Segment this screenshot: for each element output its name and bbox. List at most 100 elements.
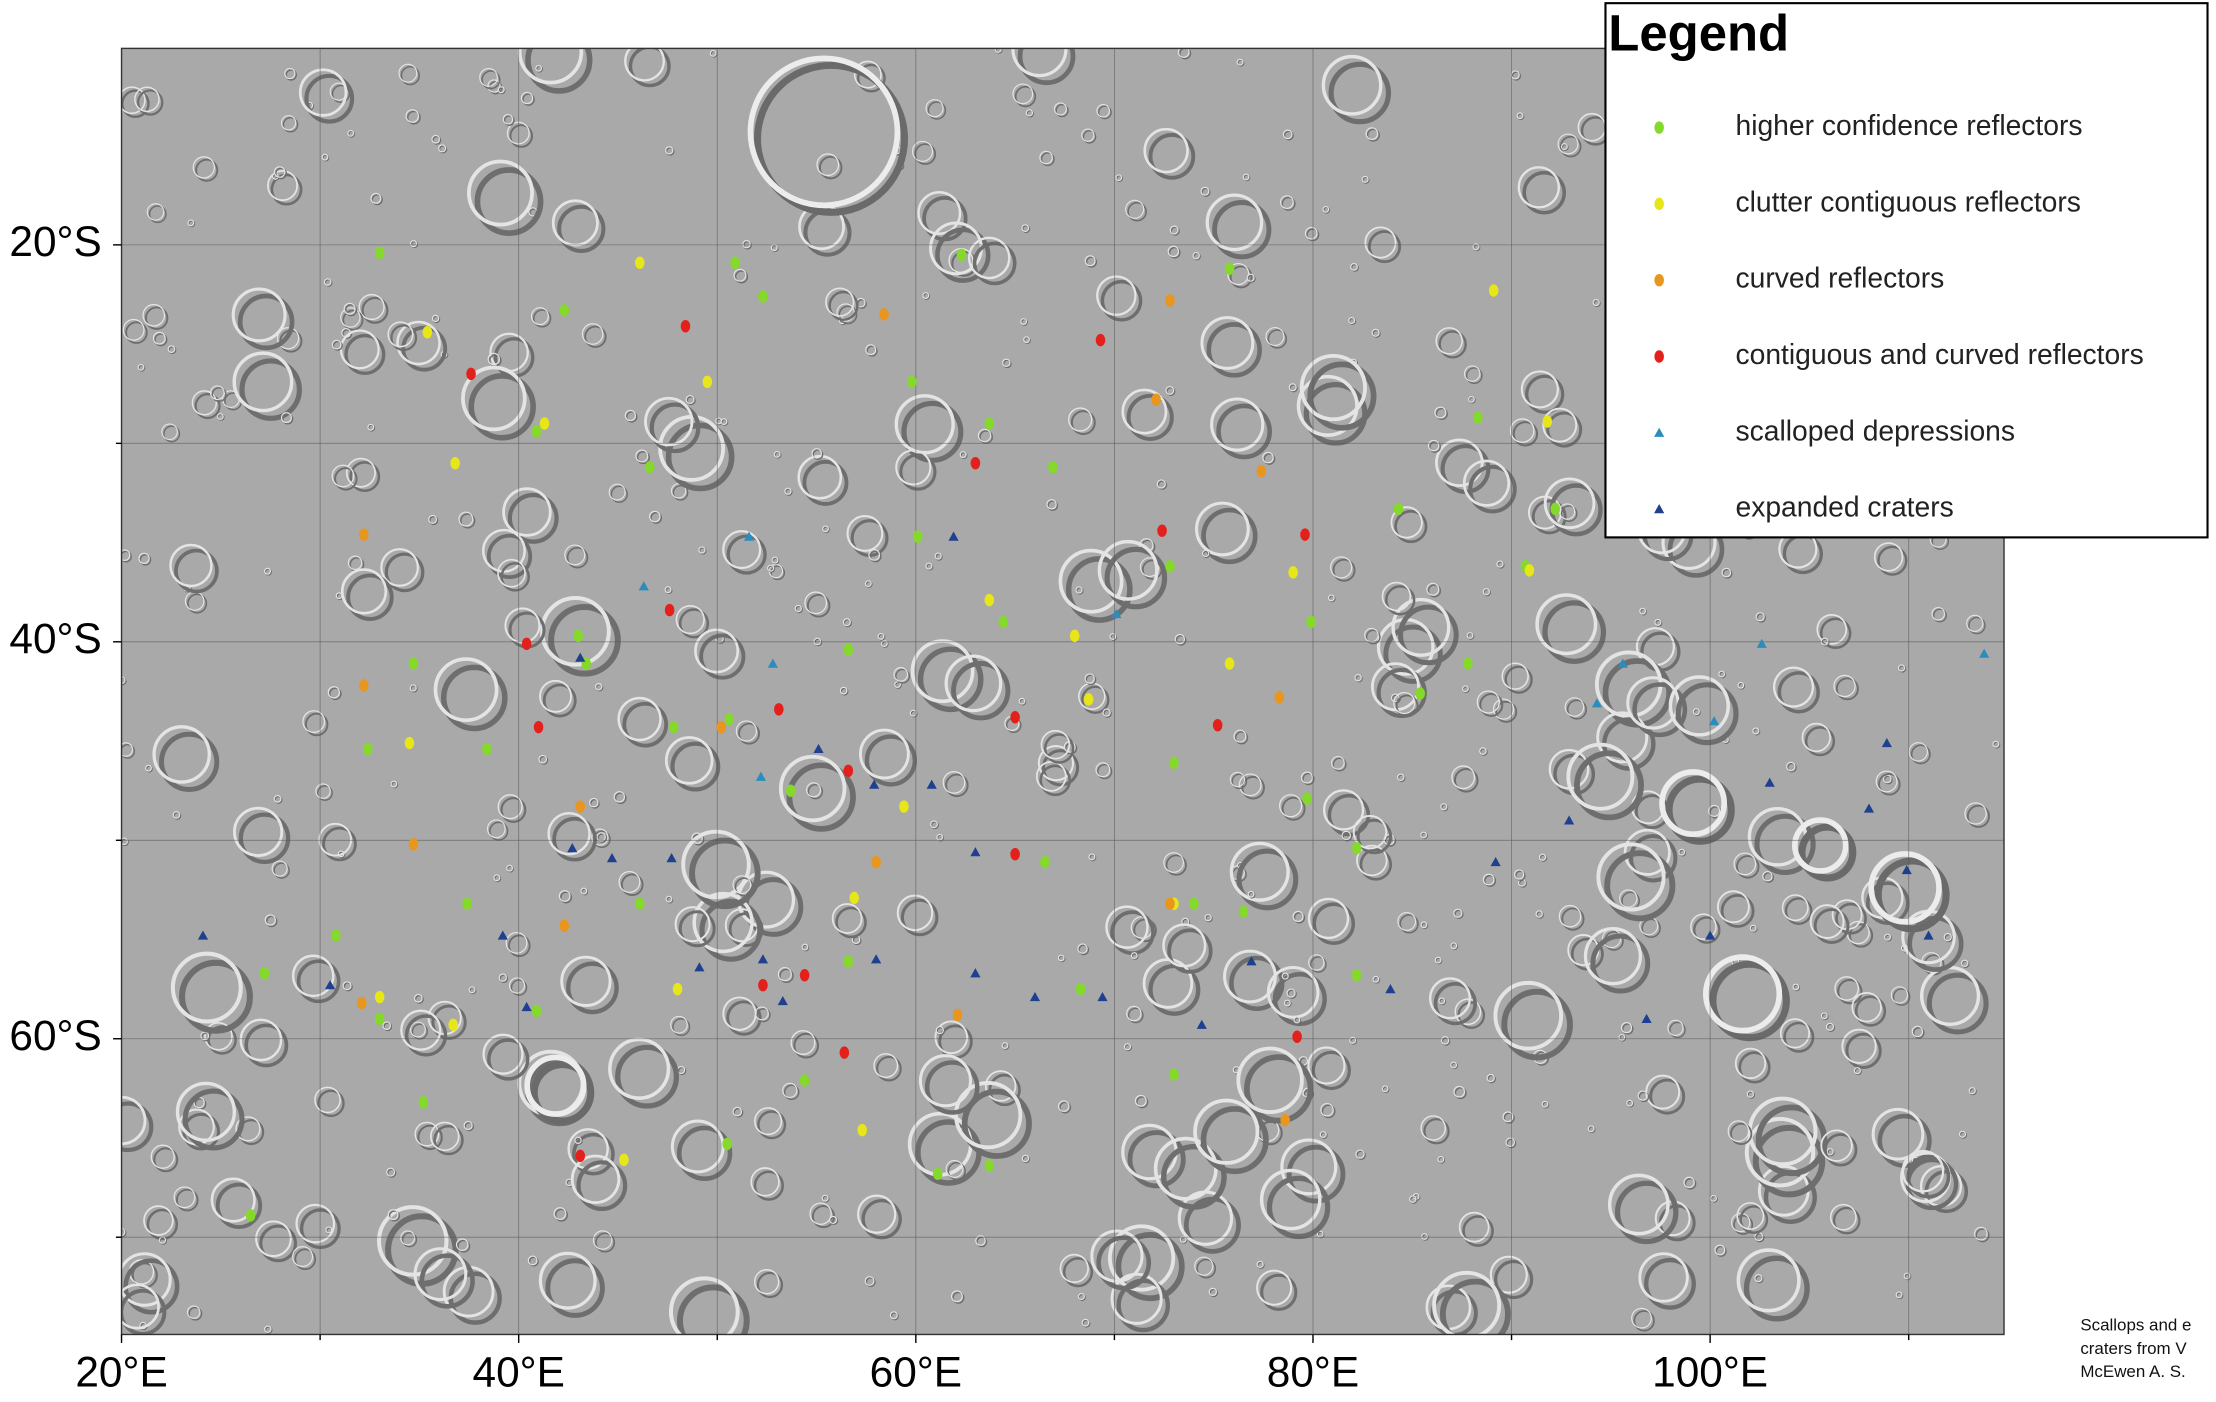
dot-marker xyxy=(1084,693,1094,705)
dot-marker xyxy=(575,1150,585,1162)
dot-marker xyxy=(857,1124,867,1136)
dot-marker xyxy=(534,721,544,733)
x-tick-label: 60°E xyxy=(870,1349,962,1396)
map: 20°E40°E60°E80°E100°E20°S40°S60°S Legend… xyxy=(0,0,2216,1397)
dot-marker xyxy=(724,713,734,725)
dot-marker xyxy=(1352,842,1362,854)
legend-label: higher confidence reflectors xyxy=(1735,109,2082,141)
dot-marker xyxy=(260,967,270,979)
dot-marker xyxy=(1300,528,1310,540)
dot-marker xyxy=(984,417,994,429)
dot-marker xyxy=(1542,415,1552,427)
dot-marker xyxy=(800,969,810,981)
dot-marker xyxy=(1489,284,1499,296)
dot-marker xyxy=(1165,898,1175,910)
dot-marker xyxy=(998,616,1008,628)
dot-marker xyxy=(681,320,691,332)
legend: Legend higher confidence reflectorsclutt… xyxy=(1605,3,2207,537)
x-tick-label: 80°E xyxy=(1267,1349,1359,1396)
note-line: McEwen A. S. xyxy=(2080,1362,2185,1381)
dot-marker xyxy=(1239,906,1249,918)
dot-marker xyxy=(1302,792,1312,804)
dot-marker xyxy=(730,257,740,269)
legend-label: scalloped depressions xyxy=(1735,414,2015,446)
dot-marker xyxy=(619,1154,629,1166)
dot-marker xyxy=(331,929,341,941)
dot-marker xyxy=(786,784,796,796)
dot-marker xyxy=(375,1013,385,1025)
dot-marker xyxy=(1157,524,1167,536)
dot-marker xyxy=(849,892,859,904)
y-tick-label: 60°S xyxy=(9,1012,101,1059)
dot-marker xyxy=(1463,657,1473,669)
dot-marker xyxy=(246,1209,256,1221)
dot-marker xyxy=(1280,1114,1290,1126)
dot-marker xyxy=(840,1046,850,1058)
x-tick-label: 20°E xyxy=(75,1349,167,1396)
dot-marker xyxy=(907,376,917,388)
dot-marker xyxy=(673,983,683,995)
legend-marker xyxy=(1654,350,1664,362)
dot-marker xyxy=(703,376,713,388)
y-tick-label: 40°S xyxy=(9,615,101,662)
note-line: Scallops and e xyxy=(2080,1315,2191,1334)
dot-marker xyxy=(1292,1031,1302,1043)
legend-label: curved reflectors xyxy=(1735,262,1944,294)
dot-marker xyxy=(409,838,419,850)
dot-marker xyxy=(419,1096,429,1108)
dot-marker xyxy=(879,308,889,320)
dot-marker xyxy=(984,1160,994,1172)
dot-marker xyxy=(758,979,768,991)
dot-marker xyxy=(466,368,476,380)
dot-marker xyxy=(758,290,768,302)
dot-marker xyxy=(363,743,373,755)
legend-title: Legend xyxy=(1608,5,1789,62)
dot-marker xyxy=(1257,465,1267,477)
dot-marker xyxy=(984,594,994,606)
y-tick-label: 20°S xyxy=(9,218,101,265)
dot-marker xyxy=(359,528,369,540)
dot-marker xyxy=(1473,411,1483,423)
dot-marker xyxy=(1169,1068,1179,1080)
dot-marker xyxy=(844,955,854,967)
x-tick-label: 100°E xyxy=(1652,1349,1768,1396)
dot-marker xyxy=(716,721,726,733)
dot-marker xyxy=(1040,856,1050,868)
dot-marker xyxy=(522,638,532,650)
dot-marker xyxy=(423,326,433,338)
dot-marker xyxy=(1225,262,1235,274)
dot-marker xyxy=(1165,294,1175,306)
dot-marker xyxy=(1151,393,1161,405)
legend-label: expanded craters xyxy=(1735,491,1953,523)
dot-marker xyxy=(844,765,854,777)
dot-marker xyxy=(1010,848,1020,860)
legend-label: contiguous and curved reflectors xyxy=(1735,338,2143,370)
dot-marker xyxy=(357,997,367,1009)
dot-marker xyxy=(560,304,570,316)
dot-marker xyxy=(800,1074,810,1086)
dot-marker xyxy=(933,1167,943,1179)
dot-marker xyxy=(540,417,550,429)
dot-marker xyxy=(1288,566,1298,578)
dot-marker xyxy=(957,249,967,261)
dot-marker xyxy=(1070,630,1080,642)
dot-marker xyxy=(1096,334,1106,346)
dot-marker xyxy=(450,457,460,469)
notes: Scallops and ecraters from VMcEwen A. S. xyxy=(2080,1315,2191,1381)
dot-marker xyxy=(462,898,472,910)
dot-marker xyxy=(665,604,675,616)
dot-marker xyxy=(560,919,570,931)
legend-marker xyxy=(1654,121,1664,133)
dot-marker xyxy=(1213,719,1223,731)
dot-marker xyxy=(1169,757,1179,769)
dot-marker xyxy=(1306,616,1316,628)
dot-marker xyxy=(844,644,854,656)
dot-marker xyxy=(645,461,655,473)
dot-marker xyxy=(1550,503,1560,515)
dot-marker xyxy=(1525,564,1535,576)
dot-marker xyxy=(774,703,784,715)
dot-marker xyxy=(1189,898,1199,910)
dot-marker xyxy=(375,247,385,259)
dot-marker xyxy=(635,257,645,269)
dot-marker xyxy=(1010,711,1020,723)
